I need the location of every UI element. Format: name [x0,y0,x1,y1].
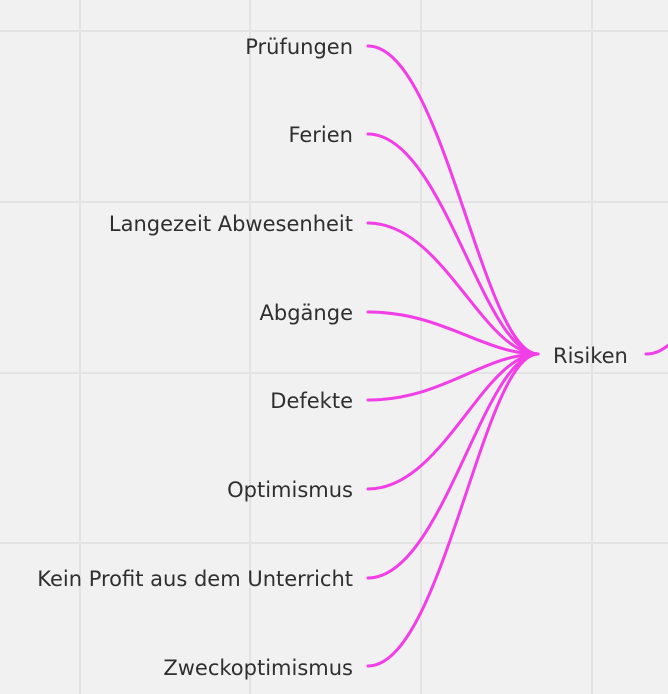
branch-node-abgaenge[interactable]: Abgänge [259,301,353,325]
grid-line [0,30,668,32]
connector-line [366,44,540,356]
branch-node-zweckoptimismus[interactable]: Zweckoptimismus [163,656,353,680]
branch-node-defekte[interactable]: Defekte [270,389,353,413]
grid-line [0,542,668,544]
branch-node-optimismus[interactable]: Optimismus [227,478,353,502]
connector-line [366,132,540,356]
connector-line [366,221,540,356]
connector-line-parent [644,343,668,356]
grid-line [0,372,668,374]
branch-node-ferien[interactable]: Ferien [288,123,353,147]
grid-line [591,0,593,694]
connector-line [366,352,540,580]
center-node-risiken[interactable]: Risiken [553,344,628,368]
grid-line [79,0,81,694]
connector-line [366,352,540,668]
grid-line [420,0,422,694]
grid-line [249,0,251,694]
grid-line [0,201,668,203]
branch-node-kein-profit[interactable]: Kein Profit aus dem Unterricht [37,567,353,591]
connector-line [366,310,540,356]
connector-line [366,352,540,402]
branch-node-langezeit-abwesenheit[interactable]: Langezeit Abwesenheit [108,212,353,236]
connector-line [366,352,540,491]
branch-node-pruefungen[interactable]: Prüfungen [245,35,353,59]
